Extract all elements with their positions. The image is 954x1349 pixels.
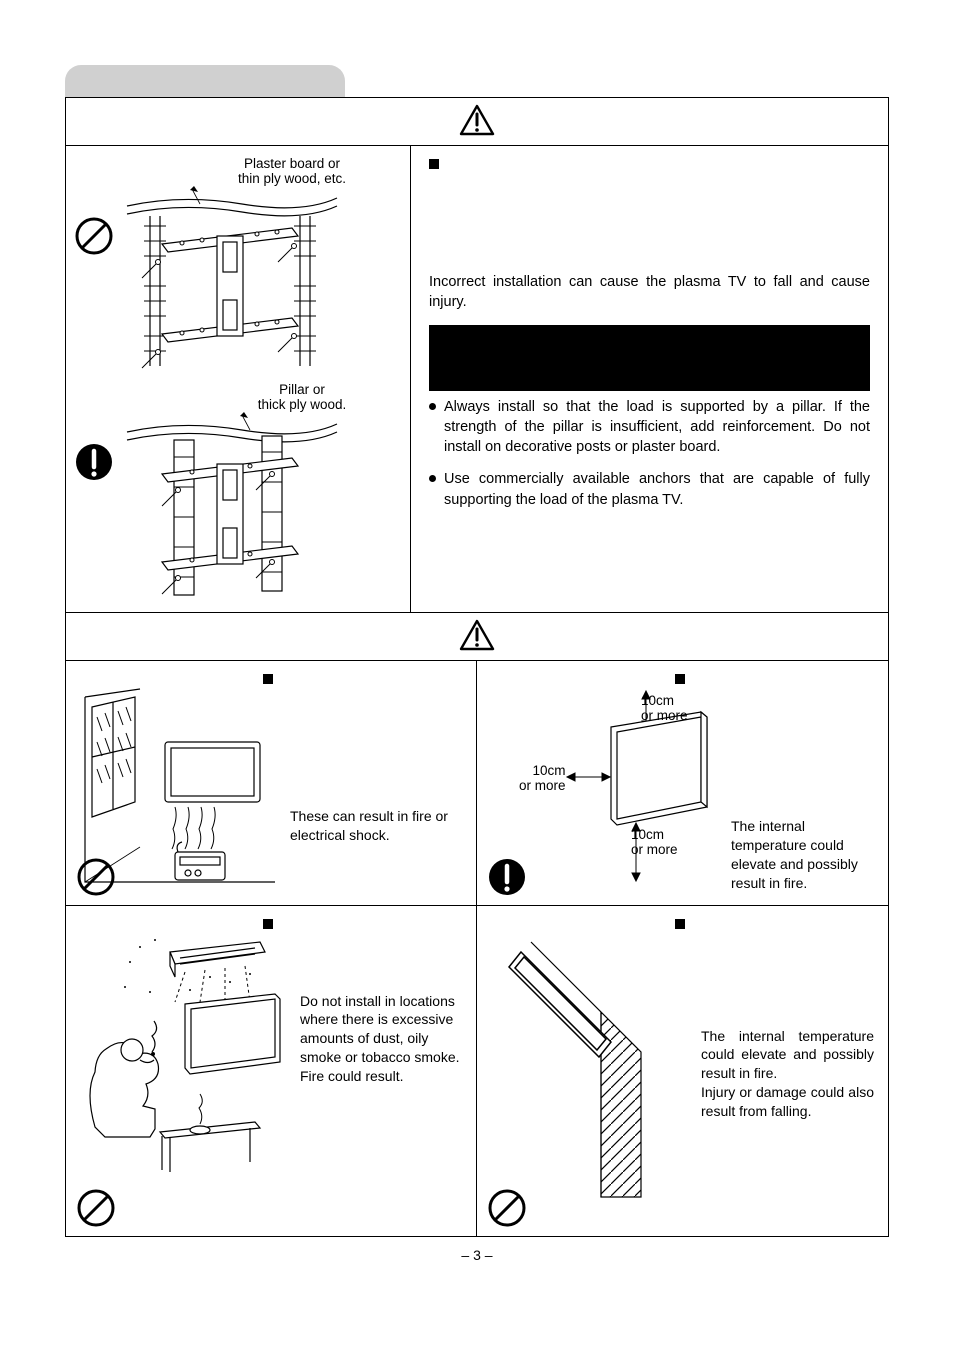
page-number: – 3 – [65, 1247, 889, 1263]
cell-humidity: These can result in fire or electrical s… [66, 661, 477, 906]
figure-plaster-prohibit: Plaster board or thin ply wood, etc. [74, 156, 402, 376]
bracket-pillar-illustration [122, 412, 342, 602]
caution-header-1 [66, 98, 888, 146]
install-text-column: Incorrect installation can cause the pla… [411, 146, 888, 612]
bullet-dot-icon [429, 475, 436, 482]
plaster-label: Plaster board or thin ply wood, etc. [182, 156, 402, 186]
smoke-illustration [80, 932, 290, 1182]
bullet-square [263, 674, 273, 684]
page-frame: Plaster board or thin ply wood, etc. [65, 97, 889, 1237]
black-header-bar [429, 325, 870, 391]
cell-smoke: Do not install in locations where there … [66, 906, 477, 1236]
prohibit-icon [76, 1188, 116, 1228]
bullet1-text: Always install so that the load is suppo… [444, 397, 870, 458]
caution-grid: These can result in fire or electrical s… [66, 661, 888, 1236]
incorrect-install-text: Incorrect installation can cause the pla… [429, 272, 870, 313]
pillar-label: Pillar or thick ply wood. [202, 382, 402, 412]
clearance-bottom-label: 10cm or more [631, 827, 678, 857]
bullet2-text: Use commercially available anchors that … [444, 469, 870, 510]
header-tab [65, 65, 345, 97]
bullet-square [675, 919, 685, 929]
caution-icon [459, 619, 495, 651]
clearance-top-label: 10cm or more [641, 693, 688, 723]
clearance-left-label: 10cm or more [519, 763, 566, 793]
prohibit-icon [487, 1188, 527, 1228]
clearance-text: The internal temperature could elevate a… [731, 817, 874, 893]
mandatory-icon [487, 857, 527, 897]
tilted-text: The internal temperature could elevate a… [701, 1027, 874, 1202]
humidity-text: These can result in fire or electrical s… [290, 807, 462, 887]
tilted-illustration [491, 932, 691, 1202]
cell-clearance: 10cm or more 10cm or more 10cm or more T… [477, 661, 888, 906]
caution-icon [459, 104, 495, 136]
cell-tilted: The internal temperature could elevate a… [477, 906, 888, 1236]
section-install-strength: Plaster board or thin ply wood, etc. [66, 146, 888, 613]
prohibit-icon [76, 857, 116, 897]
bracket-plaster-illustration [122, 186, 342, 376]
bullet-item-2: Use commercially available anchors that … [429, 469, 870, 510]
bullet-square [263, 919, 273, 929]
bullet-square [429, 159, 439, 169]
figure-pillar-mandatory: Pillar or thick ply wood. [74, 382, 402, 602]
bullet-item-1: Always install so that the load is suppo… [429, 397, 870, 458]
install-figures-column: Plaster board or thin ply wood, etc. [66, 146, 411, 612]
mandatory-icon [74, 442, 114, 482]
bullet-dot-icon [429, 403, 436, 410]
smoke-text: Do not install in locations where there … [300, 992, 462, 1182]
bullet-square [675, 674, 685, 684]
prohibit-icon [74, 216, 114, 256]
caution-header-2 [66, 613, 888, 661]
